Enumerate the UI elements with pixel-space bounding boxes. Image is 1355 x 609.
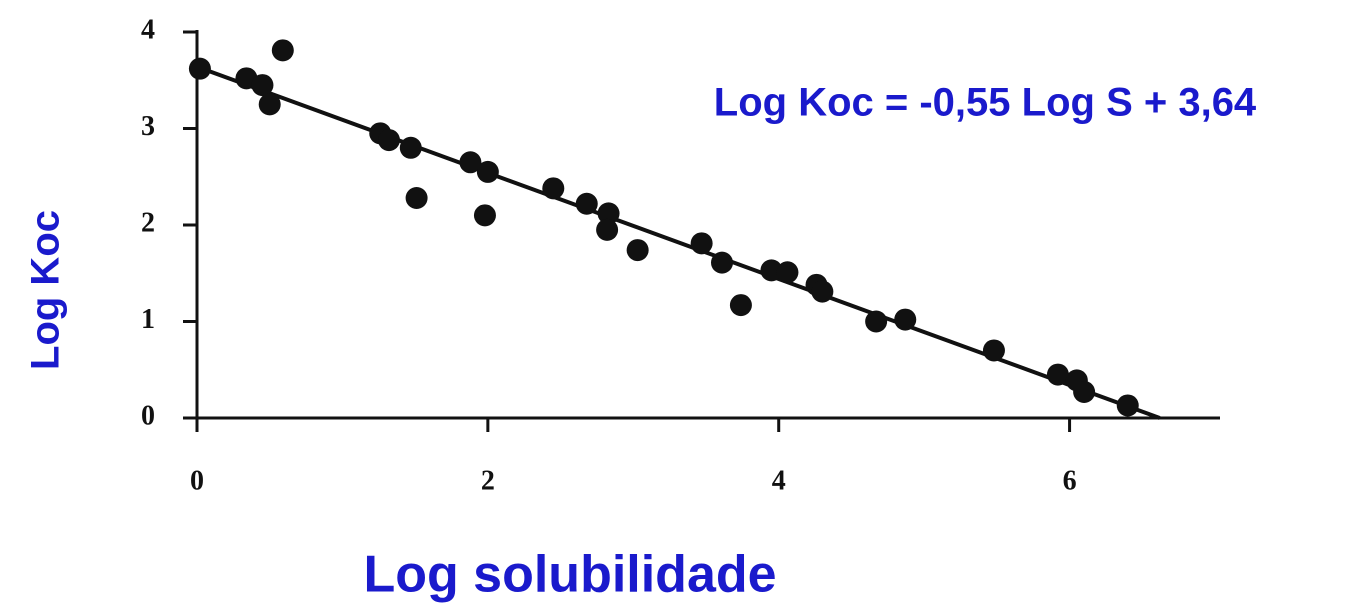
point xyxy=(399,136,422,159)
y-tick-label: 4 xyxy=(141,14,155,45)
x-tick-label: 2 xyxy=(481,465,495,496)
y-axis-label: Log Koc xyxy=(24,210,68,370)
point xyxy=(710,251,733,274)
point xyxy=(596,218,619,241)
point xyxy=(811,280,834,303)
point xyxy=(271,39,294,62)
point xyxy=(597,202,620,225)
point xyxy=(1046,363,1069,386)
equation: Log Koc = -0,55 Log S + 3,64 xyxy=(714,81,1257,125)
point xyxy=(188,57,211,80)
point xyxy=(690,232,713,255)
point xyxy=(377,129,400,152)
x-tick-label: 0 xyxy=(190,465,204,496)
x-tick-label: 6 xyxy=(1063,465,1077,496)
point xyxy=(476,160,499,183)
point xyxy=(542,177,565,200)
x-axis-label: Log solubilidade xyxy=(363,546,776,604)
point xyxy=(575,192,598,215)
y-tick-label: 0 xyxy=(141,400,155,431)
point xyxy=(729,294,752,317)
point xyxy=(894,308,917,331)
point xyxy=(1116,394,1139,417)
point xyxy=(626,239,649,262)
y-tick-label: 2 xyxy=(141,207,155,238)
point xyxy=(1073,380,1096,403)
point xyxy=(251,74,274,97)
point xyxy=(760,259,783,282)
x-tick-label: 4 xyxy=(772,465,786,496)
point xyxy=(405,186,428,209)
point xyxy=(982,339,1005,362)
point xyxy=(473,204,496,227)
point xyxy=(459,151,482,174)
point xyxy=(776,261,799,284)
y-tick-label: 1 xyxy=(141,304,155,335)
point xyxy=(258,93,281,116)
y-tick-label: 3 xyxy=(141,111,155,142)
point xyxy=(865,310,888,333)
